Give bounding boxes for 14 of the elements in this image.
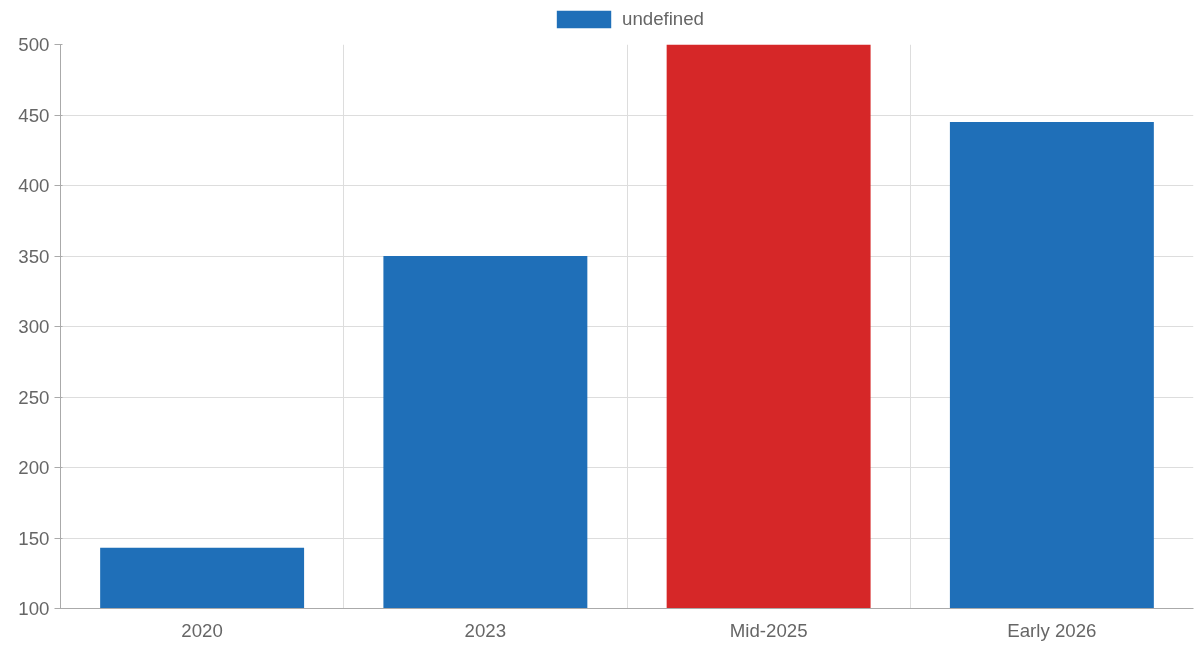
x-tick-label: 2020	[181, 619, 223, 641]
y-tick-label: 100	[18, 598, 50, 619]
y-tick-label: 250	[18, 386, 50, 408]
y-tick-label: 200	[18, 457, 50, 478]
y-tick-label: 500	[18, 34, 50, 55]
x-tick-label: Early 2026	[1007, 619, 1097, 641]
y-tick-label: 150	[18, 527, 50, 549]
y-tick-label: 300	[18, 316, 50, 337]
x-tick-label: Mid-2025	[729, 619, 808, 641]
x-tick-label: 2023	[464, 619, 507, 641]
y-tick-label: 400	[18, 175, 50, 196]
y-tick-label: 450	[18, 104, 50, 126]
y-tick-label: 350	[18, 245, 50, 267]
legend-label: undefined	[622, 8, 704, 30]
